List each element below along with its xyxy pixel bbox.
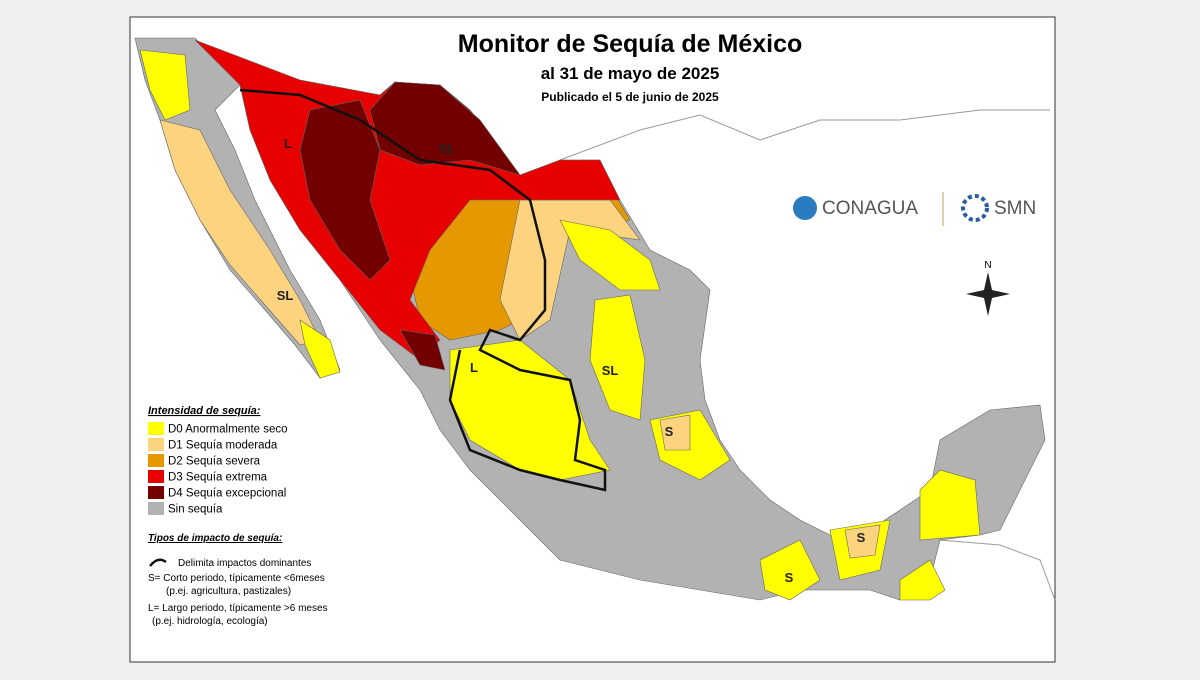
smn-logo [961,194,989,222]
impact-title: Tipos de impacto de sequía: [148,533,282,544]
legend-label: D3 Sequía extrema [168,472,268,484]
smn-text: SMN [994,198,1036,219]
sinaloa-d4 [399,329,446,371]
map-labels: L SL SL L SL S S S [277,136,866,585]
compass-n: N [984,260,991,271]
legend-swatch [148,422,164,435]
compass-rose [966,272,1010,316]
us-coast [559,109,1050,161]
yucatan-d0 [919,469,981,541]
sanluis-d0 [589,294,646,421]
impact-long: L= Largo periodo, típicamente >6 meses [148,603,328,614]
legend-swatch [148,486,164,499]
impact-long-example: (p.ej. hidrología, ecología) [152,616,268,627]
map-label: S [665,424,674,439]
legend-title: Intensidad de sequía: [148,405,261,417]
legend: D0 Anormalmente seco D1 Sequía moderada D2… [148,422,288,516]
impact-line-symbol [149,558,167,567]
map-label: S [785,570,794,585]
legend-swatch [148,470,164,483]
central-america-outline [939,539,1056,601]
legend-label: Sin sequía [168,504,223,516]
legend-label: D4 Sequía excepcional [168,488,286,500]
legend-label: D1 Sequía moderada [168,440,278,452]
chiapas-d0 [899,559,946,601]
sonora-d4 [299,99,391,281]
map-label: L [470,360,478,375]
legend-label: D2 Sequía severa [168,456,261,468]
impact-short-example: (p.ej. agricultura, pastizales) [166,586,291,597]
legend-swatch [148,454,164,467]
puebla-d1 [659,414,691,451]
impact-boundary [239,88,607,492]
published: Publicado el 5 de junio de 2025 [541,90,719,104]
impact-line: Delimita impactos dominantes [178,558,311,569]
legend-swatch [148,438,164,451]
title: Monitor de Sequía de México [458,30,803,58]
impact-short: S= Corto periodo, típicamente <6meses [148,573,325,584]
map-label: L [284,136,292,151]
map-label: S [857,530,866,545]
conagua-text: CONAGUA [822,198,918,219]
tabasco-d1 [844,524,881,559]
oaxaca-d0 [759,539,821,601]
map-label: SL [602,363,619,378]
mexico-map [134,37,1046,601]
map-label: SL [277,288,294,303]
center-d0 [449,339,611,481]
baja-sur-d0 [299,319,341,379]
legend-swatch [148,502,164,515]
legend-label: D0 Anormalmente seco [168,424,288,436]
subtitle: al 31 de mayo de 2025 [541,64,720,83]
veracruz-d0 [559,219,661,291]
conagua-logo [793,196,817,220]
map-label: SL [439,141,456,156]
baja-d0 [139,49,191,121]
